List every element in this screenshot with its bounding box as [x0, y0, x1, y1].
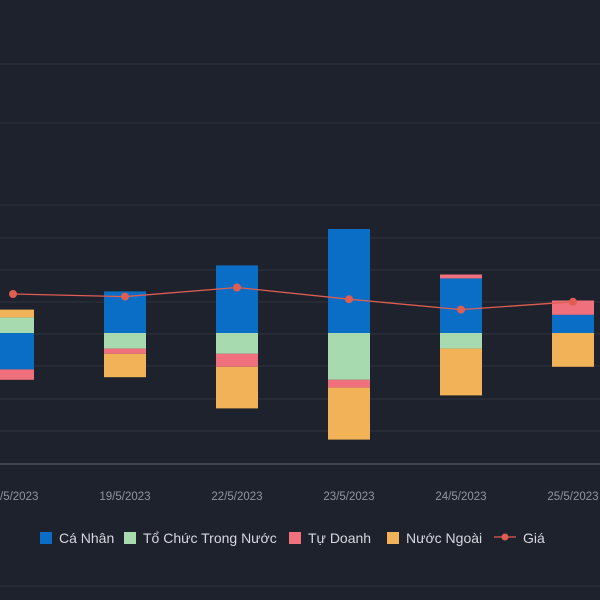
bar-segment	[552, 314, 594, 333]
bar-segment	[216, 366, 258, 409]
bar-segment	[552, 333, 594, 367]
legend-swatch	[289, 532, 301, 544]
legend-label: Tự Doanh	[308, 530, 371, 546]
bar-segment	[0, 317, 34, 333]
x-tick-label: 23/5/2023	[323, 491, 374, 503]
x-tick-label: 24/5/2023	[435, 491, 486, 503]
legend-label: Tổ Chức Trong Nước	[143, 530, 277, 546]
legend-swatch	[124, 532, 136, 544]
bar-segment	[328, 379, 370, 388]
bar-segment	[104, 348, 146, 354]
x-tick-label: /5/2023	[0, 491, 38, 503]
price-point	[9, 290, 17, 298]
bar-segment	[328, 387, 370, 440]
legend: Cá Nhân Tổ Chức Trong Nước Tự Doanh Nước Ng…	[40, 530, 545, 546]
bar-segment	[440, 333, 482, 349]
bar-segment	[0, 333, 34, 370]
price-line-layer	[9, 283, 577, 314]
legend-line-marker	[501, 533, 509, 541]
bar-segment	[216, 353, 258, 367]
bar-segment	[216, 265, 258, 333]
bar-segment	[104, 333, 146, 349]
bar-segment	[0, 369, 34, 380]
price-line	[12, 286, 574, 311]
x-tick-label: 19/5/2023	[99, 491, 150, 503]
price-point	[121, 292, 129, 301]
x-tick-label: 25/5/2023	[547, 491, 598, 503]
bar-segment	[216, 333, 258, 354]
legend-label: Giá	[523, 530, 545, 546]
price-point	[233, 283, 241, 292]
legend-swatch	[40, 532, 52, 544]
grid-layer	[0, 63, 600, 587]
bars-layer	[0, 229, 594, 440]
bar-segment	[328, 333, 370, 380]
bar-segment	[328, 229, 370, 333]
bar-segment	[0, 309, 34, 318]
bar-segment	[552, 300, 594, 315]
bar-segment	[104, 353, 146, 378]
legend-label: Cá Nhân	[59, 530, 114, 546]
x-axis-labels: /5/2023 19/5/2023 22/5/2023 23/5/2023 24/5/2…	[0, 491, 599, 503]
price-point	[569, 297, 577, 306]
price-point	[345, 295, 353, 304]
price-point	[457, 305, 465, 314]
x-tick-label: 22/5/2023	[211, 491, 262, 503]
bar-segment	[440, 348, 482, 396]
bar-segment	[440, 274, 482, 279]
legend-label: Nước Ngoài	[406, 530, 482, 546]
legend-swatch	[387, 532, 399, 544]
